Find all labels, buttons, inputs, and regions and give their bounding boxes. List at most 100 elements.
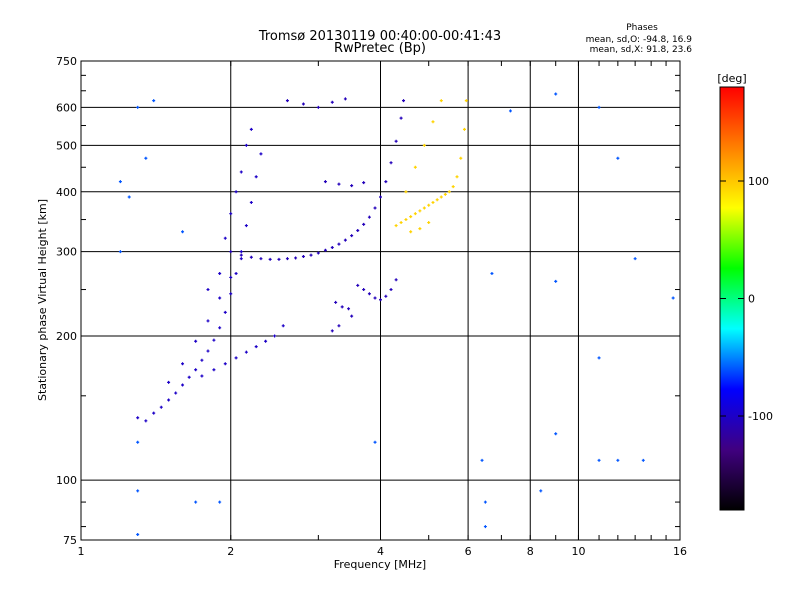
data-point-s2-3 (409, 215, 413, 219)
data-point-s0-3 (159, 405, 163, 409)
data-point-s1-6 (285, 257, 289, 261)
data-point-s1-43 (337, 324, 341, 328)
data-point-s1-41 (347, 307, 351, 311)
data-point-s1-46 (337, 182, 341, 186)
data-point-s1-34 (373, 296, 377, 300)
data-point-s2-24 (418, 227, 422, 231)
data-point-s3-9 (181, 230, 185, 234)
data-point-s1-9 (309, 253, 313, 257)
data-point-s3-19 (554, 279, 558, 283)
data-point-s0-42 (239, 170, 243, 174)
data-point-s0-16 (239, 250, 243, 254)
data-point-s0-35 (273, 334, 277, 338)
data-point-s2-23 (409, 230, 413, 234)
data-point-s3-14 (483, 500, 487, 504)
data-point-s1-30 (343, 97, 347, 101)
y-tick-label-75: 75 (63, 534, 77, 547)
data-point-s0-32 (244, 350, 248, 354)
colorbar-tick-label--100: -100 (748, 410, 773, 423)
data-point-s3-16 (490, 272, 494, 276)
data-point-s1-15 (350, 234, 354, 238)
data-point-s2-25 (427, 221, 431, 225)
data-point-s0-4 (167, 398, 171, 402)
colorbar: [deg] 100 0 -100 (717, 72, 773, 511)
data-point-s3-3 (144, 156, 148, 160)
x-tick-label-4: 4 (377, 545, 384, 558)
x-tick-label-1: 1 (78, 545, 85, 558)
data-point-s2-21 (431, 120, 435, 124)
data-point-s0-37 (206, 288, 210, 292)
data-point-s0-19 (254, 175, 258, 179)
data-point-s1-31 (356, 283, 360, 287)
data-point-s0-15 (234, 272, 238, 276)
data-point-s0-20 (259, 152, 263, 156)
data-point-s1-0 (229, 250, 233, 254)
data-point-s3-0 (118, 180, 122, 184)
data-point-s1-7 (294, 256, 298, 260)
data-point-s1-35 (379, 298, 382, 302)
x-axis-ticks: 1 2 4 6 8 10 16 (78, 61, 687, 558)
y-tick-label-750: 750 (56, 55, 77, 68)
data-point-s1-39 (334, 300, 338, 304)
y-tick-label-400: 400 (56, 186, 77, 199)
data-point-s1-11 (323, 248, 327, 252)
chart-subtitle: RwPretec (Bp) (334, 41, 426, 56)
data-point-s0-24 (206, 319, 210, 323)
data-point-s3-15 (483, 525, 487, 529)
data-point-s2-22 (439, 99, 443, 103)
data-point-s1-1 (239, 253, 243, 257)
x-tick-label-10: 10 (571, 545, 585, 558)
data-point-s0-12 (218, 326, 222, 330)
data-point-s0-33 (254, 345, 258, 349)
data-point-s3-10 (194, 500, 198, 504)
data-point-s2-9 (435, 198, 439, 202)
y-tick-label-200: 200 (56, 330, 77, 343)
data-point-s0-26 (229, 275, 233, 279)
data-point-s0-41 (234, 190, 238, 194)
data-point-s0-5 (174, 391, 178, 395)
data-point-s3-21 (554, 92, 558, 96)
data-point-s2-14 (455, 175, 459, 179)
y-tick-label-300: 300 (56, 246, 77, 259)
data-point-s0-29 (212, 368, 216, 372)
data-point-s0-8 (194, 368, 198, 372)
data-point-s3-11 (218, 500, 222, 504)
data-point-s3-8 (136, 533, 140, 537)
x-tick-label-6: 6 (465, 545, 472, 558)
data-point-s3-4 (152, 99, 156, 103)
data-point-s2-10 (439, 195, 443, 199)
data-point-s1-44 (330, 329, 334, 333)
x-tick-label-8: 8 (527, 545, 534, 558)
data-point-s2-15 (459, 156, 463, 160)
data-point-s0-34 (264, 339, 268, 343)
colorbar-tick-label-0: 0 (748, 293, 755, 306)
data-point-s1-21 (384, 180, 388, 184)
data-point-s1-33 (367, 292, 371, 296)
data-point-s3-29 (671, 296, 675, 300)
data-point-s0-27 (239, 257, 243, 261)
data-point-s0-1 (144, 419, 148, 423)
data-point-s1-42 (350, 314, 354, 318)
data-point-s3-17 (508, 109, 512, 113)
data-point-s2-0 (394, 224, 398, 228)
data-point-s0-21 (167, 380, 171, 384)
data-point-s0-0 (136, 416, 140, 420)
data-point-s1-14 (343, 238, 347, 242)
y-axis-label: Stationary phase Virtual Height [km] (36, 199, 49, 401)
data-point-s0-9 (200, 358, 204, 362)
data-point-s0-10 (206, 349, 210, 353)
stats-o-mode: mean, sd,O: -94.8, 16.9 (586, 35, 693, 45)
data-point-s1-32 (362, 288, 366, 292)
y-tick-label-500: 500 (56, 139, 77, 152)
data-point-s2-17 (464, 99, 468, 103)
data-point-s1-28 (316, 105, 320, 109)
data-point-s1-10 (316, 251, 320, 255)
grid-lines (81, 61, 680, 540)
chart-title: Tromsø 20130119 00:40:00-00:41:43 (258, 29, 501, 44)
data-point-s3-1 (127, 195, 131, 199)
data-point-s0-43 (244, 143, 248, 147)
data-point-s1-47 (350, 184, 354, 188)
data-point-s0-13 (223, 310, 227, 314)
data-point-s3-26 (616, 458, 620, 462)
stats-x-mode: mean, sd,X: 91.8, 23.6 (590, 45, 693, 55)
